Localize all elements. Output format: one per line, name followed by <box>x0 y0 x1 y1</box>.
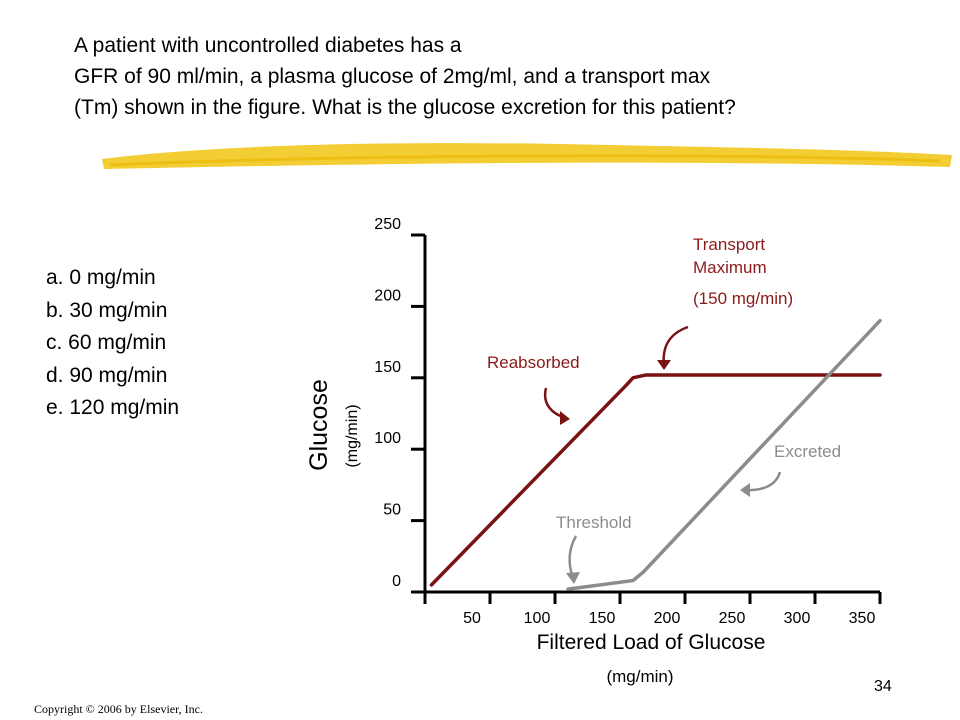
answer-choice-d[interactable]: d. 90 mg/min <box>46 363 168 387</box>
page-number: 34 <box>874 678 892 695</box>
highlighter-stroke <box>102 143 952 169</box>
x-tick-label-50: 50 <box>463 610 481 627</box>
x-tick-label-250: 250 <box>719 610 746 627</box>
annotation-transport-maximum-line-1: Transport <box>693 235 765 254</box>
annotation-transport-maximum-line-2: Maximum <box>693 258 767 277</box>
copyright-notice: Copyright © 2006 by Elsevier, Inc. <box>34 702 203 716</box>
annotation-excreted: Excreted <box>774 442 841 461</box>
x-tick-label-100: 100 <box>524 610 551 627</box>
x-tick-label-300: 300 <box>784 610 811 627</box>
y-axis-label: Glucose <box>305 379 333 471</box>
x-tick-label-350: 350 <box>849 610 876 627</box>
x-axis-unit: (mg/min) <box>606 667 673 686</box>
y-tick-label-250: 250 <box>374 216 401 233</box>
x-tick-label-150: 150 <box>589 610 616 627</box>
question-line-3: (Tm) shown in the figure. What is the gl… <box>74 96 736 119</box>
y-tick-label-0: 0 <box>392 573 401 590</box>
y-tick-label-100: 100 <box>374 430 401 447</box>
answer-choice-c[interactable]: c. 60 mg/min <box>46 331 167 354</box>
arrow-threshold-head <box>566 572 580 584</box>
y-axis-unit: (mg/min) <box>344 404 361 467</box>
x-axis-label: Filtered Load of Glucose <box>537 631 766 654</box>
arrow-threshold <box>568 535 578 579</box>
arrow-transport-maximum-head <box>657 360 671 370</box>
annotation-reabsorbed: Reabsorbed <box>487 353 580 372</box>
x-tick-label-200: 200 <box>654 610 681 627</box>
answer-choice-e[interactable]: e. 120 mg/min <box>46 396 180 419</box>
x-ticks: 50 100 150 200 250 300 350 <box>463 592 882 627</box>
answer-choices: a. 0 mg/min b. 30 mg/min c. 60 mg/min d.… <box>46 262 179 425</box>
arrow-excreted-head <box>740 483 750 497</box>
y-tick-label-150: 150 <box>374 359 401 376</box>
question-line-2: GFR of 90 ml/min, a plasma glucose of 2m… <box>74 65 711 88</box>
answer-choice-b[interactable]: b. 30 mg/min <box>46 298 168 322</box>
annotation-transport-maximum-line-3: (150 mg/min) <box>693 289 793 308</box>
arrow-reabsorbed-head <box>560 411 570 425</box>
series-lines <box>429 318 882 591</box>
question-text: A patient with uncontrolled diabetes has… <box>74 30 934 123</box>
answer-choice-a[interactable]: a. 0 mg/min <box>46 266 156 289</box>
question-line-1: A patient with uncontrolled diabetes has… <box>74 34 462 57</box>
series-line-excreted <box>566 318 882 591</box>
highlighter-stroke-edge <box>109 154 941 167</box>
y-tick-label-50: 50 <box>383 502 401 519</box>
y-tick-label-200: 200 <box>374 287 401 304</box>
series-line-reabsorbed <box>429 373 882 587</box>
y-ticks: 0 50 100 150 200 250 <box>374 216 425 594</box>
annotation-threshold: Threshold <box>556 513 632 532</box>
